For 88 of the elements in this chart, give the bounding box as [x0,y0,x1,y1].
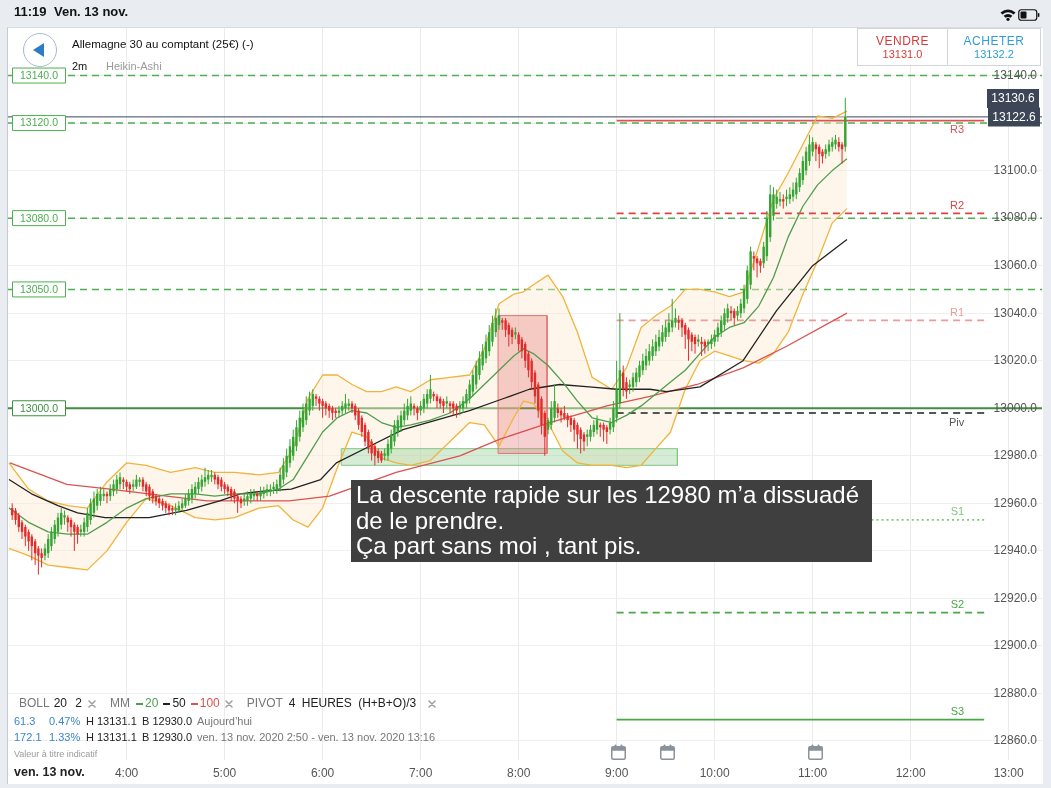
series-label: S2 [950,598,965,611]
x-tick-label: 10:00 [699,765,730,780]
y-tick-label: 12920.0 [993,590,1038,605]
legend-label: 100 [199,696,220,711]
candlestick [99,486,102,507]
candlestick [814,141,818,162]
annotation: H 13131.1 [86,731,137,744]
y-tick-label: 13100.0 [993,162,1038,177]
series-label: R2 [950,198,965,211]
candlestick [602,422,605,443]
y-tick-label: 13020.0 [993,353,1038,368]
ref-line-label: 13080.0 [20,211,59,224]
x-tick-label: 8:00 [506,765,531,780]
x-tick-label: 11:00 [798,765,828,780]
candlestick [661,324,664,347]
annotation: Valeur à titre indicatif [14,749,98,760]
annotation: La descente rapide sur les 12980 m’a dissuadé de le prendre. Ça part sans moi , tant pis. [351,480,872,562]
candlestick [605,424,609,445]
annotation: 20 2 [53,696,83,711]
y-tick-label: 12940.0 [993,543,1038,558]
annotation: 13130.6 [987,89,1039,108]
y-tick-label: 12860.0 [993,733,1038,748]
annotation: ven. 13 nov. 2020 2:50 - ven. 13 nov. 2020 13:16 [197,731,436,744]
legend-title: MM [110,696,131,711]
annotation: BOLL [19,696,50,711]
candlestick [700,336,703,357]
x-tick-label: 9:00 [604,765,629,780]
annotation: 13131.0 [882,47,923,61]
x-tick-label: 7:00 [408,765,433,780]
candlestick [314,393,318,407]
x-tick-label: 6:00 [310,765,335,780]
annotation: H 13131.1 [86,715,137,728]
annotation: ACHETER [963,33,1025,48]
candlestick [321,398,324,419]
annotation: 61.3 [14,715,36,728]
candlestick [24,524,27,547]
candlestick [827,139,831,157]
ref-line-label: 13122.6 [992,109,1037,124]
series-label: S1 [950,505,965,518]
y-tick-label: 12880.0 [993,685,1038,700]
candlestick [840,141,844,164]
ref-line-label: 13140.0 [20,68,59,81]
candlestick [236,493,239,514]
series-label: R3 [950,123,965,136]
y-tick-label: 12960.0 [993,495,1038,510]
x-tick-label: 4:00 [114,765,139,780]
y-tick-label: 12980.0 [993,448,1038,463]
legend-label: 50 [172,696,186,711]
annotation: PIVOT [246,696,283,711]
candlestick [406,398,409,421]
candlestick [687,326,690,362]
y-tick-label: 13060.0 [993,257,1038,272]
series-label: S3 [950,705,965,718]
annotation: B 12930.0 [142,715,193,728]
candlestick [43,543,47,561]
y-tick-label: 13040.0 [993,305,1038,320]
x-tick-label: 5:00 [212,765,237,780]
text: 11:19 [14,4,47,20]
text: Ven. 13 nov. [54,4,129,20]
sell-button: VENDRE 13131.0 [857,28,948,66]
annotation: Aujourd’hui [197,715,253,728]
text: ven. 13 nov. [12,765,87,780]
candlestick [576,422,579,450]
annotation: 172.1 [14,731,42,744]
annotation: 1.33% [49,731,81,744]
candlestick [429,374,432,405]
ref-line-label: 13120.0 [20,116,59,129]
annotation: B 12930.0 [142,731,193,744]
annotation: Heikin-Ashi [106,60,162,73]
annotation: 4 HEURES (H+B+O)/3 [288,696,417,711]
y-tick-label: 12900.0 [993,638,1038,653]
annotation: 0.47% [49,715,81,728]
candlestick [579,426,582,454]
candlestick [344,393,347,414]
candlestick [73,521,76,552]
legend-label: 20 [145,696,159,711]
annotation: 13132.2 [974,47,1014,61]
annotation: VENDRE [875,33,929,48]
series-label: R1 [950,305,965,318]
buy-button: ACHETER 13132.2 [948,28,1041,66]
candlestick [651,338,654,362]
ref-line-label: 13050.0 [20,282,59,295]
text: Allemagne 30 au comptant (25€) (-) [72,38,254,52]
ref-line-label: 13000.0 [20,401,59,414]
series-label: Piv [948,415,965,428]
x-tick-label: 12:00 [895,765,927,780]
x-tick-label: 13:00 [993,765,1025,780]
text: 2m [72,60,88,73]
